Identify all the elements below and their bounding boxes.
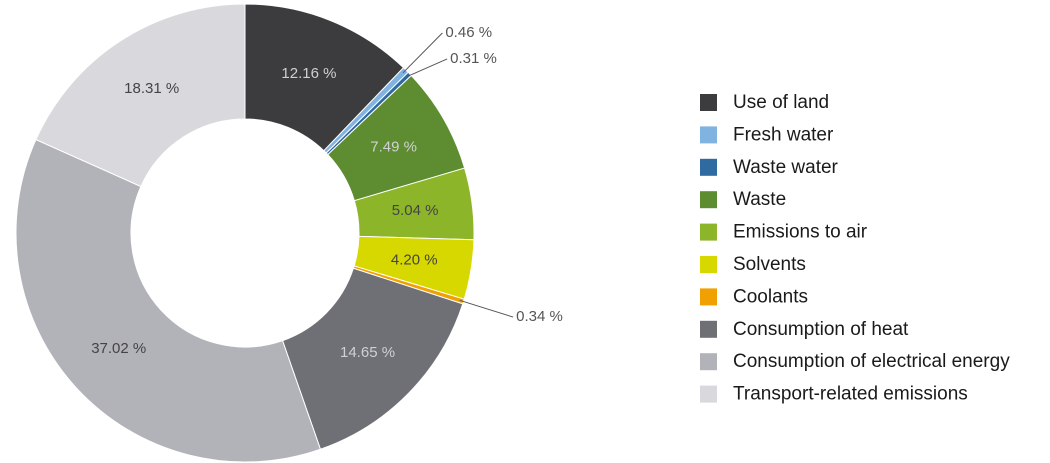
legend-label: Use of land bbox=[733, 92, 829, 113]
legend-label: Solvents bbox=[733, 254, 806, 275]
legend-swatch bbox=[700, 158, 717, 176]
slice-label: 4.20 % bbox=[391, 251, 438, 268]
donut-slice bbox=[281, 267, 464, 450]
donut-slice bbox=[35, 3, 246, 188]
leader-line bbox=[459, 299, 514, 318]
legend-swatch bbox=[700, 320, 717, 338]
legend-swatch bbox=[700, 353, 717, 371]
slice-label: 7.49 % bbox=[370, 138, 417, 155]
legend-label: Coolants bbox=[733, 286, 808, 307]
legend-swatch bbox=[700, 256, 717, 273]
legend-swatch bbox=[700, 126, 717, 144]
legend-swatch bbox=[700, 94, 717, 111]
legend-label: Fresh water bbox=[733, 124, 834, 145]
legend-swatch bbox=[700, 223, 717, 241]
legend-label: Transport-related emissions bbox=[733, 384, 968, 405]
slice-label: 0.31 % bbox=[450, 50, 497, 67]
legend-swatch bbox=[700, 385, 717, 403]
leader-line bbox=[402, 32, 443, 74]
slice-label: 12.16 % bbox=[281, 65, 336, 82]
donut-slice bbox=[15, 138, 322, 463]
legend-label: Emissions to air bbox=[733, 222, 868, 243]
slice-label: 5.04 % bbox=[392, 202, 439, 219]
legend-swatch bbox=[700, 191, 717, 209]
legend-swatch bbox=[700, 288, 717, 306]
legend-label: Waste water bbox=[733, 157, 839, 178]
legend-label: Waste bbox=[733, 189, 786, 210]
legend-label: Consumption of electrical energy bbox=[733, 351, 1010, 372]
legend-label: Consumption of heat bbox=[733, 319, 909, 340]
slice-label: 18.31 % bbox=[124, 80, 179, 97]
leader-line bbox=[406, 58, 448, 78]
slice-label: 0.34 % bbox=[516, 308, 563, 325]
slice-label: 0.46 % bbox=[445, 24, 492, 41]
slice-label: 14.65 % bbox=[340, 344, 395, 361]
slice-label: 37.02 % bbox=[91, 340, 146, 357]
